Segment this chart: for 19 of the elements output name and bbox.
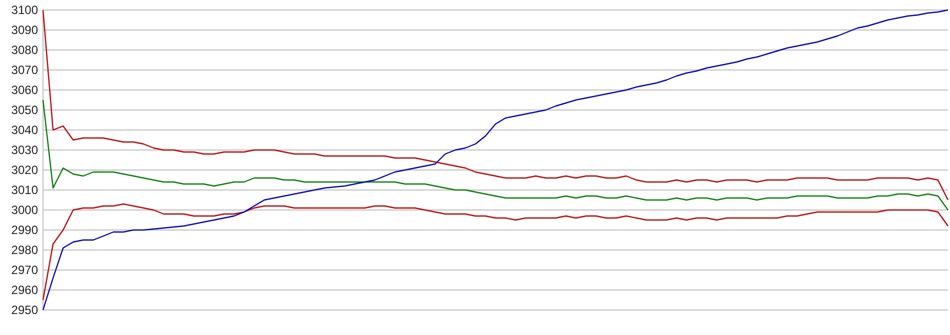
y-tick-label: 2950 — [11, 303, 38, 318]
y-tick-label: 3030 — [11, 143, 38, 158]
y-tick-label: 3010 — [11, 183, 38, 198]
y-tick-label: 2960 — [11, 283, 38, 298]
y-tick-label: 2990 — [11, 223, 38, 238]
line-series — [42, 9, 949, 311]
y-tick-label: 3080 — [11, 43, 38, 58]
y-tick-label: 2970 — [11, 263, 38, 278]
y-tick-label: 3060 — [11, 83, 38, 98]
line-series — [42, 203, 949, 301]
line-series — [42, 99, 949, 211]
y-tick-label: 3090 — [11, 23, 38, 38]
y-tick-label: 3020 — [11, 163, 38, 178]
y-tick-label: 3070 — [11, 63, 38, 78]
y-tick-label: 3050 — [11, 103, 38, 118]
y-tick-label: 3000 — [11, 203, 38, 218]
y-tick-label: 2980 — [11, 243, 38, 258]
y-tick-label: 3100 — [11, 3, 38, 18]
y-tick-label: 3040 — [11, 123, 38, 138]
